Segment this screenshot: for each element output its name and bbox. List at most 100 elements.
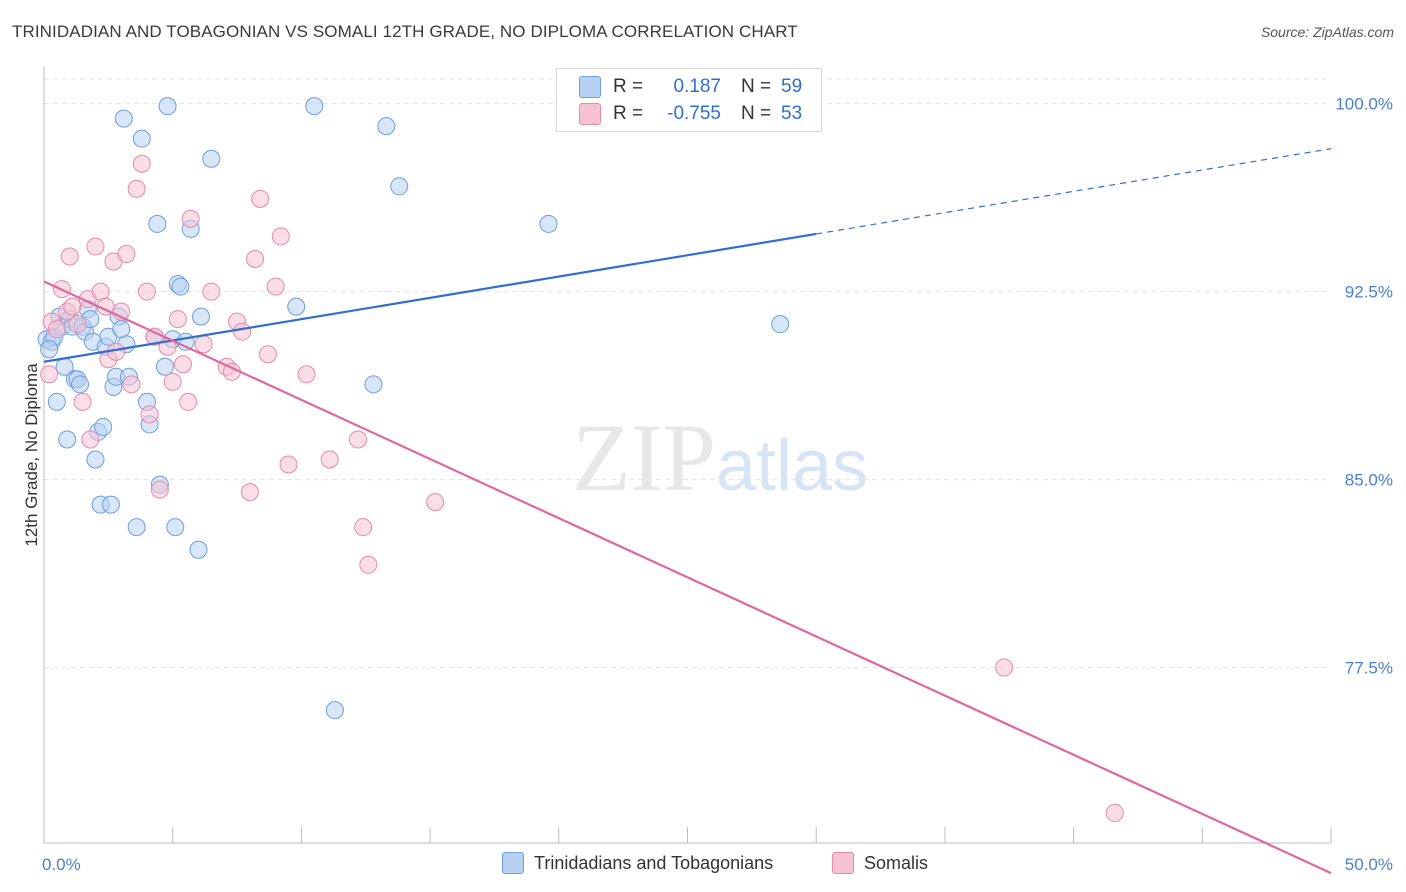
somali-point <box>1105 803 1124 822</box>
somali-point <box>117 244 136 263</box>
somali-point <box>320 450 339 469</box>
trinidadian-point <box>40 340 59 359</box>
legend-swatch-trinidadian <box>502 852 524 874</box>
trend-lines <box>43 148 1332 875</box>
legend-label-somali: Somalis <box>864 852 929 873</box>
legend-swatch-somali <box>832 852 854 874</box>
somali-point <box>258 345 277 364</box>
axes <box>43 66 1332 844</box>
somali-point <box>163 372 182 391</box>
legend-n-label: N = <box>741 76 772 97</box>
watermark-zip: ZIP <box>572 404 716 511</box>
y-tick-label: 85.0% <box>1345 471 1393 490</box>
series-legend-somali: Somalis <box>832 852 928 874</box>
trinidadian-point <box>325 701 344 720</box>
y-tick-label: 100.0% <box>1335 95 1393 114</box>
trinidadian-point <box>539 214 558 233</box>
somali-point <box>73 392 92 411</box>
legend-n-label: N = <box>741 103 772 124</box>
series-legend-trinidadian: Trinidadians and Tobagonians <box>502 852 773 874</box>
somali-point <box>122 375 141 394</box>
legend-r-value: -0.755 <box>667 103 721 124</box>
tick-labels: 77.5% 85.0% 92.5% 100.0% 0.0% 50.0% <box>42 95 1393 874</box>
y-axis-label: 12th Grade, No Diploma <box>22 363 41 547</box>
somali-point <box>47 320 66 339</box>
somali-point <box>202 282 221 301</box>
somali-point <box>132 154 151 173</box>
somali-point <box>179 392 198 411</box>
somali-point <box>279 455 298 474</box>
watermark: ZIPatlas <box>572 404 868 511</box>
trinidadian-point <box>192 307 211 326</box>
somali-point <box>86 237 105 256</box>
somali-point <box>173 355 192 374</box>
trinidadian-point <box>127 518 146 537</box>
somali-point <box>68 315 87 334</box>
watermark-atlas: atlas <box>716 426 868 506</box>
chart-title: TRINIDADIAN AND TOBAGONIAN VS SOMALI 12T… <box>12 22 798 41</box>
legend-r-label: R = <box>613 76 644 97</box>
legend-row-somali: R = -0.755 N = 53 <box>579 102 802 126</box>
somali-point <box>271 227 290 246</box>
somali-point <box>426 493 445 512</box>
trend-line-trinidadian-extrapolated <box>816 148 1332 235</box>
trend-line-trinidadian <box>43 232 817 363</box>
legend-swatch-somali <box>579 103 601 125</box>
somali-point <box>297 365 316 384</box>
somali-point <box>240 483 259 502</box>
legend-label-trinidadian: Trinidadians and Tobagonians <box>534 852 774 873</box>
somali-point <box>60 247 79 266</box>
legend-n-value: 59 <box>781 76 803 97</box>
trinidadian-point <box>305 97 324 116</box>
somali-point <box>251 189 270 208</box>
legend-n-value: 53 <box>781 103 803 124</box>
trinidadian-point <box>158 97 177 116</box>
trinidadian-point <box>287 297 306 316</box>
trinidadian-point <box>364 375 383 394</box>
trend-line-somali <box>43 280 1332 875</box>
data-points <box>37 97 1124 822</box>
y-tick-label: 77.5% <box>1345 659 1393 678</box>
legend-swatch-trinidadian <box>579 76 601 98</box>
trinidadian-point <box>101 495 120 514</box>
somali-point <box>91 282 110 301</box>
legend-r-label: R = <box>613 103 644 124</box>
trinidadian-point <box>189 540 208 559</box>
trinidadian-point <box>71 375 90 394</box>
trinidadian-point <box>132 129 151 148</box>
somali-point <box>354 518 373 537</box>
x-tick-label: 50.0% <box>1345 855 1393 874</box>
somali-point <box>63 297 82 316</box>
somali-point <box>150 480 169 499</box>
trinidadian-point <box>171 277 190 296</box>
somali-point <box>266 277 285 296</box>
somali-point <box>194 335 213 354</box>
trinidadian-point <box>166 518 185 537</box>
somali-point <box>349 430 368 449</box>
trinidadian-point <box>202 149 221 168</box>
somali-point <box>233 322 252 341</box>
y-tick-label: 92.5% <box>1345 283 1393 302</box>
somali-point <box>40 365 59 384</box>
chart-source: Source: ZipAtlas.com <box>1260 24 1394 40</box>
trinidadian-point <box>114 109 133 128</box>
trinidadian-point <box>86 450 105 469</box>
somali-point <box>127 179 146 198</box>
somali-point <box>81 430 100 449</box>
trinidadian-point <box>112 320 131 339</box>
somali-point <box>168 310 187 329</box>
legend-r-value: 0.187 <box>673 76 721 97</box>
trinidadian-point <box>377 117 396 136</box>
somali-point <box>995 658 1014 677</box>
legend-row-trinidadian: R = 0.187 N = 59 <box>579 75 802 99</box>
trinidadian-point <box>390 177 409 196</box>
trinidadian-point <box>771 315 790 334</box>
trinidadian-point <box>155 357 174 376</box>
trinidadian-point <box>94 417 113 436</box>
somali-point <box>181 209 200 228</box>
trinidadian-point <box>58 430 77 449</box>
trinidadian-point <box>47 392 66 411</box>
somali-point <box>246 249 265 268</box>
somali-point <box>140 405 159 424</box>
